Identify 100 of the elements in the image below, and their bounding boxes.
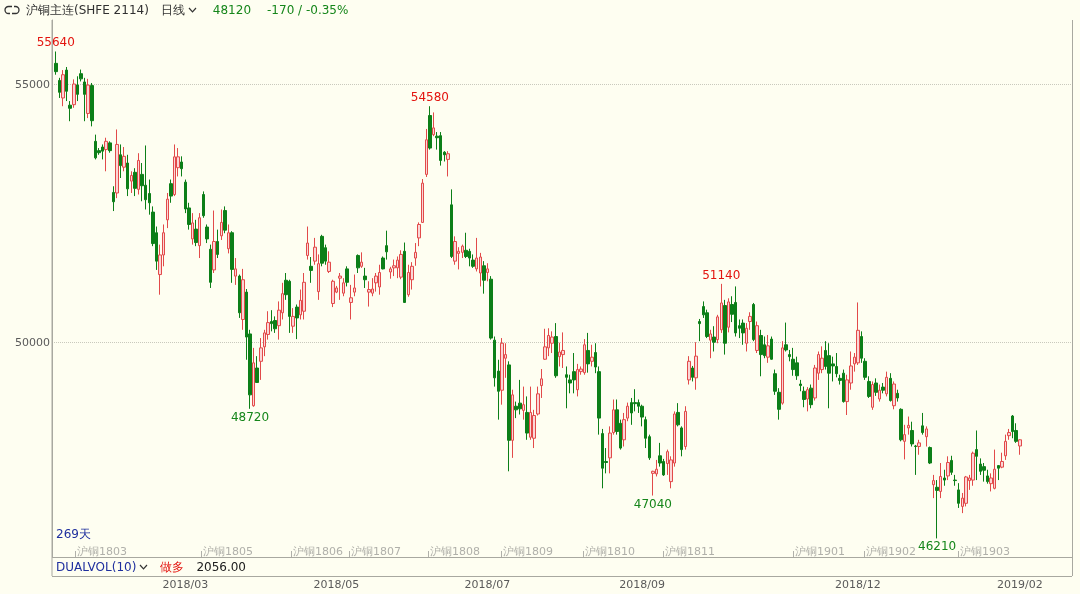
candlestick bbox=[119, 143, 122, 179]
candlestick bbox=[137, 152, 140, 196]
candlestick bbox=[676, 402, 680, 427]
candlestick bbox=[486, 262, 489, 282]
candlestick bbox=[712, 325, 716, 352]
candlestick bbox=[953, 474, 957, 487]
candlestick bbox=[1011, 414, 1014, 439]
candlestick bbox=[583, 338, 586, 376]
candlestick bbox=[270, 309, 273, 332]
candlestick bbox=[684, 405, 687, 451]
candlestick bbox=[874, 377, 878, 397]
candlestick bbox=[971, 451, 975, 487]
annotation: 沪铜1805 bbox=[203, 544, 253, 558]
candlestick bbox=[360, 251, 363, 269]
x-tick-label: 2018/03 bbox=[162, 578, 209, 591]
candlestick bbox=[691, 365, 694, 382]
candlestick bbox=[881, 382, 885, 394]
candlestick bbox=[791, 347, 795, 377]
candlestick bbox=[108, 140, 112, 154]
annotation: 沪铜1901 bbox=[795, 544, 845, 558]
candlestick bbox=[889, 372, 892, 403]
candlestick bbox=[770, 336, 773, 361]
candlestick bbox=[446, 150, 450, 177]
x-tick-label: 2018/12 bbox=[835, 578, 881, 591]
annotation: 48720 bbox=[230, 409, 270, 424]
candlestick bbox=[878, 384, 881, 403]
y-tick-label: 55000 bbox=[15, 78, 50, 92]
candlestick bbox=[896, 389, 899, 403]
chart-subtitle: 日线 bbox=[160, 3, 185, 17]
candlestick bbox=[112, 185, 115, 212]
text: DUALVOL(10) bbox=[56, 559, 137, 574]
candlestick bbox=[950, 455, 953, 476]
candlestick bbox=[755, 321, 759, 354]
candlestick bbox=[302, 272, 306, 320]
candlestick bbox=[212, 210, 216, 274]
text: -170 / -0.35% bbox=[267, 3, 349, 17]
candlestick bbox=[356, 253, 360, 274]
candlestick bbox=[932, 474, 935, 499]
candlestick bbox=[241, 268, 245, 331]
annotation: 沪铜1903 bbox=[960, 544, 1010, 558]
candlestick bbox=[291, 307, 295, 334]
candlestick bbox=[698, 318, 701, 342]
candlestick bbox=[935, 479, 939, 539]
candlestick bbox=[58, 77, 61, 99]
candlestick bbox=[561, 331, 565, 369]
candlestick bbox=[428, 105, 432, 151]
candlestick bbox=[320, 234, 324, 267]
candlestick bbox=[115, 128, 119, 199]
candlestick bbox=[367, 280, 371, 308]
annotation: 沪铜1806 bbox=[293, 544, 343, 558]
candlestick bbox=[957, 482, 960, 509]
candlestick bbox=[842, 369, 845, 404]
annotation: 55640 bbox=[36, 35, 75, 50]
candlestick bbox=[518, 379, 522, 415]
candlestick bbox=[759, 329, 763, 377]
annotation: 沪铜1902 bbox=[866, 544, 916, 558]
candlestick bbox=[252, 347, 255, 408]
candlestick bbox=[680, 425, 683, 457]
candlestick bbox=[511, 389, 514, 459]
candlestick bbox=[687, 355, 691, 386]
candlestick bbox=[86, 78, 90, 119]
candlestick bbox=[806, 386, 809, 412]
candlestick bbox=[917, 439, 921, 456]
candlestick bbox=[871, 380, 874, 411]
candlestick bbox=[209, 244, 212, 289]
annotation: 51140 bbox=[702, 267, 741, 282]
x-tick-label: 2018/09 bbox=[619, 578, 665, 591]
candlestick bbox=[586, 332, 590, 374]
candlestick bbox=[378, 264, 381, 296]
candlestick bbox=[255, 355, 259, 384]
candlestick bbox=[353, 274, 356, 297]
candlestick bbox=[982, 462, 986, 483]
candlestick bbox=[407, 264, 410, 298]
candlestick bbox=[392, 259, 396, 277]
candlestick bbox=[309, 256, 313, 284]
chart-title: 沪铜主连(SHFE 2114) bbox=[26, 3, 149, 17]
candlestick bbox=[914, 444, 917, 476]
candlestick bbox=[417, 221, 421, 247]
candlestick bbox=[507, 360, 511, 472]
candlestick bbox=[414, 242, 417, 267]
candlestick bbox=[752, 302, 755, 342]
annotation: 沪铜1810 bbox=[585, 544, 635, 558]
candlestick bbox=[72, 78, 76, 109]
candlestick bbox=[342, 277, 345, 297]
candlestick bbox=[54, 51, 58, 76]
candlestick bbox=[306, 226, 309, 261]
candlestick bbox=[565, 365, 568, 409]
candlestick bbox=[975, 430, 978, 481]
candlestick bbox=[943, 469, 946, 487]
candlestick bbox=[191, 212, 194, 246]
candlestick bbox=[799, 379, 802, 392]
candlestick bbox=[522, 386, 525, 421]
candlestick bbox=[61, 69, 65, 107]
candlestick bbox=[903, 424, 906, 460]
candlestick bbox=[885, 371, 888, 397]
candlestick bbox=[709, 329, 712, 359]
candlestick bbox=[723, 299, 727, 356]
candlestick bbox=[453, 235, 457, 266]
candlestick bbox=[543, 328, 547, 361]
x-tick-label: 2019/02 bbox=[996, 578, 1043, 591]
